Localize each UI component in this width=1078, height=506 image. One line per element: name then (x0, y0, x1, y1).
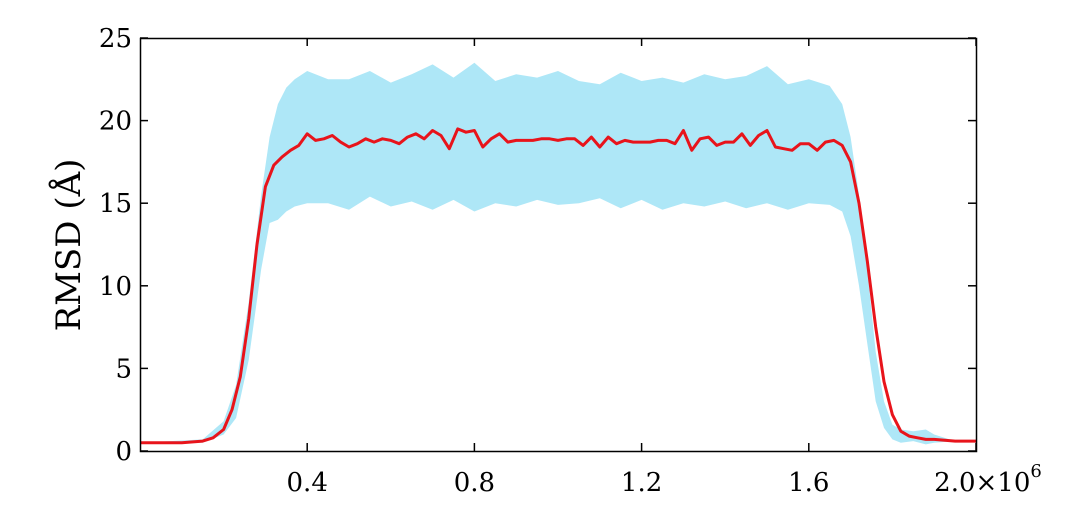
x-exponent-label: 6 (1030, 461, 1041, 482)
x-tick-label: 1.2 (621, 468, 662, 498)
y-tick-label: 20 (99, 107, 132, 137)
y-tick-label: 25 (99, 24, 132, 54)
plot-frame (139, 37, 978, 453)
series-layer (140, 127, 976, 445)
y-tick-label: 0 (115, 437, 132, 467)
tick-layer (140, 37, 977, 452)
y-axis-title: RMSD (Å) (48, 159, 89, 332)
x-tick-label: 1.6 (788, 468, 829, 498)
y-tick-label: 5 (115, 354, 132, 384)
std-band (140, 62, 976, 445)
mean-rmsd-line (140, 127, 976, 445)
y-tick-label: 10 (99, 272, 132, 302)
x-tick-label: 0.4 (287, 468, 328, 498)
band-layer (140, 62, 976, 445)
label-layer: 0 5 10 15 20 25 0.4 0.8 1.2 1.6 2.0×106 (99, 24, 1042, 498)
x-tick-label: 2.0×106 (934, 461, 1042, 498)
x-tick-label: 0.8 (454, 468, 495, 498)
y-tick-label: 15 (99, 189, 132, 219)
